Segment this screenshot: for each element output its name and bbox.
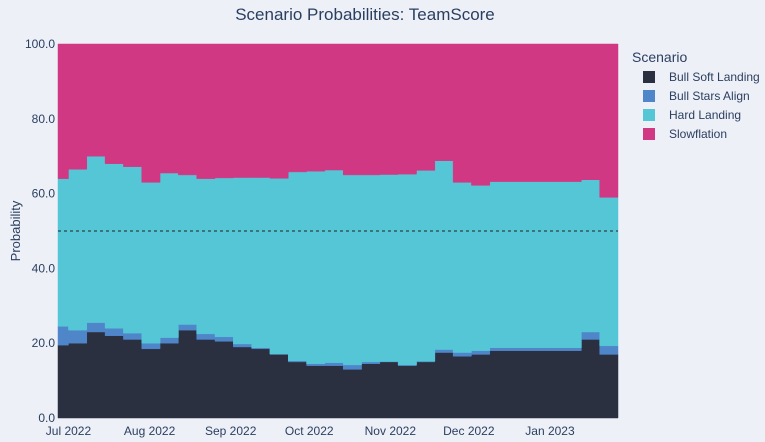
y-axis: 0.0 20.0 40.0 60.0 80.0 100.0 <box>25 37 55 425</box>
x-tick-label: Sep 2022 <box>205 424 257 438</box>
y-tick-label: 100.0 <box>25 37 55 51</box>
x-tick-label: Dec 2022 <box>443 424 495 438</box>
y-tick-label: 60.0 <box>32 187 56 201</box>
y-tick-label: 40.0 <box>32 261 56 275</box>
legend-swatch[interactable] <box>643 90 655 102</box>
y-tick-label: 20.0 <box>32 336 56 350</box>
y-tick-label: 0.0 <box>38 411 55 425</box>
legend-item-label[interactable]: Bull Stars Align <box>669 89 750 103</box>
plot-areas <box>57 43 619 419</box>
x-tick-label: Jan 2023 <box>525 424 575 438</box>
legend: Scenario Bull Soft Landing Bull Stars Ali… <box>632 49 760 141</box>
legend-item-label[interactable]: Hard Landing <box>669 108 741 122</box>
y-tick-label: 80.0 <box>32 112 56 126</box>
area-series-2 <box>57 155 619 366</box>
legend-item-label[interactable]: Slowflation <box>669 127 727 141</box>
x-tick-label: Nov 2022 <box>365 424 417 438</box>
legend-title: Scenario <box>632 49 687 65</box>
chart-title: Scenario Probabilities: TeamScore <box>235 5 495 24</box>
area-series-3 <box>57 43 619 198</box>
legend-swatch[interactable] <box>643 71 655 83</box>
y-axis-label: Probability <box>8 200 23 261</box>
x-tick-label: Oct 2022 <box>285 424 334 438</box>
x-tick-label: Jul 2022 <box>46 424 92 438</box>
legend-item-label[interactable]: Bull Soft Landing <box>669 70 760 84</box>
x-axis: Jul 2022 Aug 2022 Sep 2022 Oct 2022 Nov 2022… <box>46 424 575 438</box>
legend-swatch[interactable] <box>643 109 655 121</box>
legend-swatch[interactable] <box>643 128 655 140</box>
x-tick-label: Aug 2022 <box>124 424 176 438</box>
